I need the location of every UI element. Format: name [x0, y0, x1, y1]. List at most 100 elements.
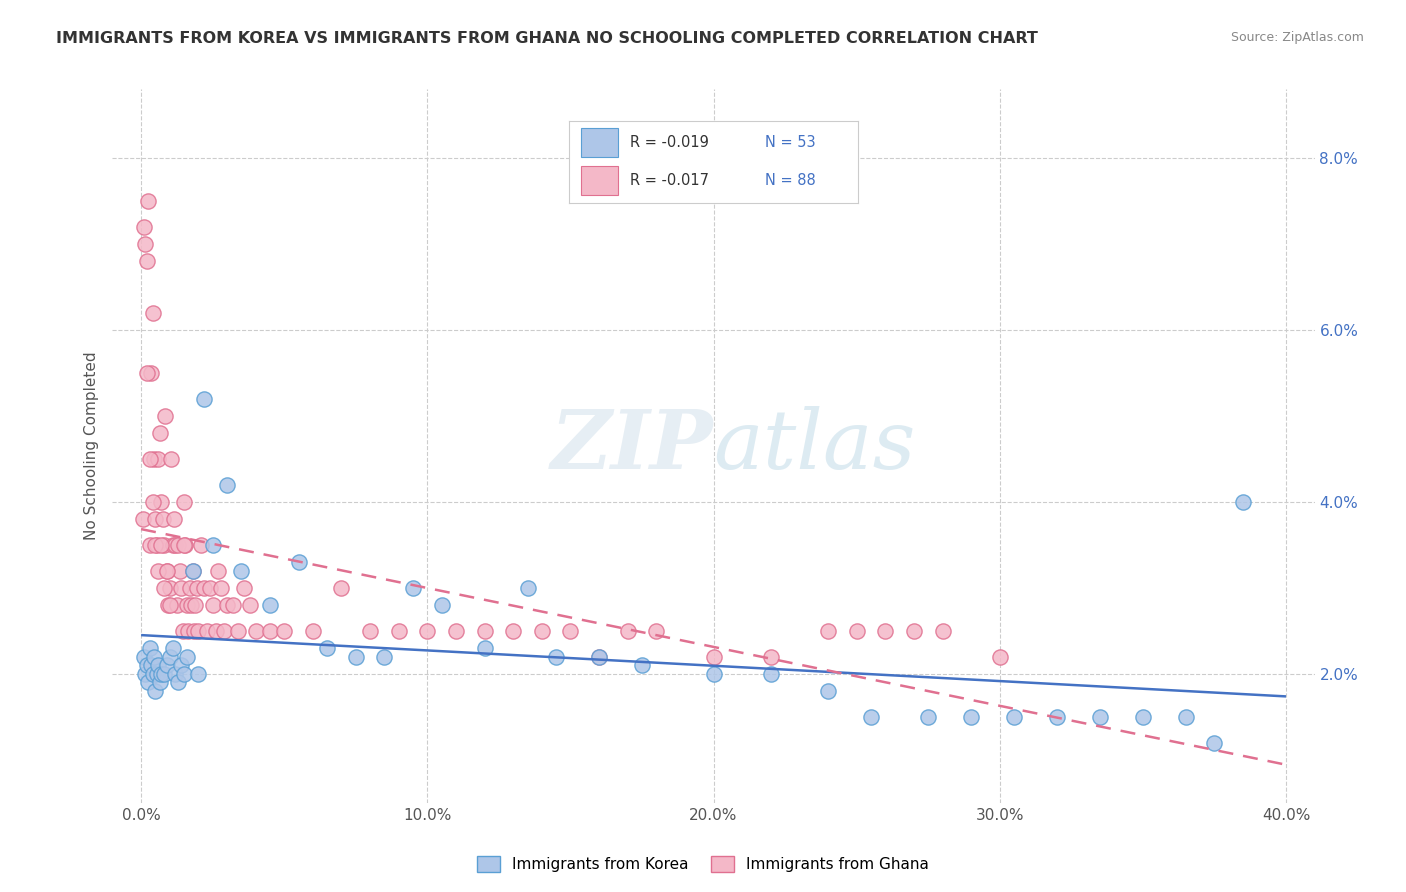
Point — [134, 666, 156, 681]
Point — [153, 538, 176, 552]
Point — [1204, 736, 1226, 750]
Point — [859, 710, 882, 724]
Point — [170, 581, 193, 595]
Point — [430, 598, 453, 612]
Point — [502, 624, 524, 638]
Legend: Immigrants from Korea, Immigrants from Ghana: Immigrants from Korea, Immigrants from G… — [470, 848, 936, 880]
Point — [759, 666, 782, 681]
Point — [145, 538, 167, 552]
Point — [402, 581, 425, 595]
Point — [1046, 710, 1069, 724]
Point — [560, 624, 582, 638]
Point — [931, 624, 953, 638]
Point — [173, 538, 195, 552]
Point — [159, 649, 181, 664]
Point — [207, 564, 229, 578]
Point — [172, 624, 194, 638]
Point — [150, 495, 173, 509]
Point — [228, 624, 250, 638]
Point — [159, 581, 181, 595]
Text: atlas: atlas — [713, 406, 915, 486]
Point — [179, 581, 201, 595]
Point — [588, 649, 610, 664]
Point — [135, 658, 157, 673]
Point — [631, 658, 654, 673]
Point — [546, 649, 568, 664]
Point — [152, 512, 174, 526]
Point — [174, 538, 197, 552]
Point — [960, 710, 983, 724]
Point — [287, 555, 309, 569]
Point — [344, 649, 367, 664]
Point — [239, 598, 262, 612]
Point — [233, 581, 256, 595]
Point — [259, 598, 281, 612]
Point — [136, 675, 159, 690]
Point — [273, 624, 295, 638]
Point — [817, 624, 839, 638]
Point — [245, 624, 267, 638]
Text: R = -0.017: R = -0.017 — [630, 173, 709, 188]
Point — [150, 538, 173, 552]
Point — [139, 366, 162, 380]
Point — [215, 477, 238, 491]
Point — [139, 658, 162, 673]
Point — [156, 564, 179, 578]
Point — [416, 624, 439, 638]
Point — [148, 564, 170, 578]
Point — [173, 666, 195, 681]
Point — [159, 598, 181, 612]
Point — [162, 538, 184, 552]
Point — [474, 641, 496, 656]
Point — [165, 538, 187, 552]
Text: Source: ZipAtlas.com: Source: ZipAtlas.com — [1230, 31, 1364, 45]
Point — [155, 409, 177, 423]
Point — [167, 675, 190, 690]
Point — [190, 538, 212, 552]
Point — [131, 512, 153, 526]
Point — [156, 658, 179, 673]
Point — [1088, 710, 1111, 724]
Point — [153, 666, 176, 681]
Point — [301, 624, 323, 638]
Point — [135, 366, 157, 380]
Point — [186, 581, 208, 595]
Point — [136, 194, 159, 208]
Point — [359, 624, 381, 638]
Point — [193, 392, 215, 406]
Point — [231, 564, 253, 578]
Point — [201, 538, 224, 552]
Point — [134, 236, 156, 251]
Point — [148, 658, 170, 673]
Point — [198, 581, 221, 595]
Y-axis label: No Schooling Completed: No Schooling Completed — [83, 351, 98, 541]
Point — [149, 426, 172, 441]
Point — [917, 710, 939, 724]
Point — [156, 564, 179, 578]
Point — [141, 495, 165, 509]
Point — [138, 451, 160, 466]
Point — [702, 666, 725, 681]
Point — [759, 649, 782, 664]
Point — [616, 624, 638, 638]
Point — [165, 666, 187, 681]
Point — [193, 581, 215, 595]
Point — [212, 624, 235, 638]
Point — [530, 624, 553, 638]
Point — [143, 649, 166, 664]
Point — [132, 219, 155, 234]
Point — [817, 684, 839, 698]
Point — [138, 538, 160, 552]
Point — [388, 624, 411, 638]
Point — [170, 658, 193, 673]
Point — [163, 512, 186, 526]
Point — [187, 624, 209, 638]
Point — [201, 598, 224, 612]
Point — [138, 641, 160, 656]
Text: R = -0.019: R = -0.019 — [630, 136, 709, 150]
Point — [181, 564, 204, 578]
Point — [157, 598, 180, 612]
Point — [162, 641, 184, 656]
Point — [330, 581, 353, 595]
Point — [903, 624, 925, 638]
